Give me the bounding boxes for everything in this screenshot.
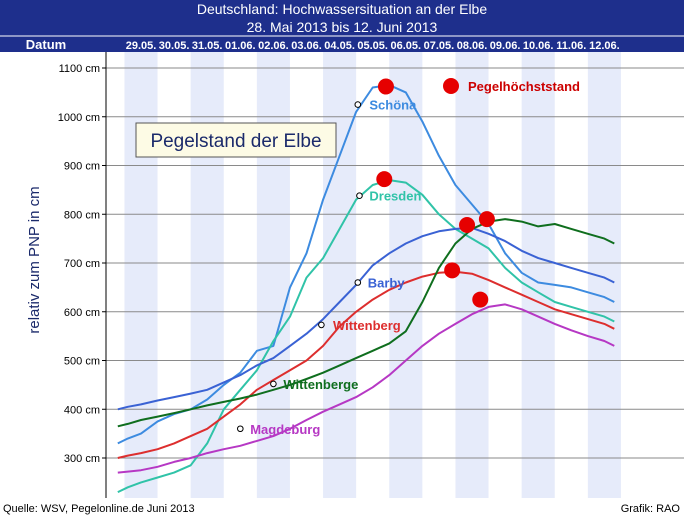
peak-marker — [472, 291, 489, 308]
day-band — [190, 52, 224, 498]
y-ticks: 300 cm 400 cm 500 cm 600 cm 700 cm 800 cm 900 … — [58, 63, 106, 465]
y-tick-label: 700 cm — [64, 258, 100, 270]
footer-source: Quelle: WSV, Pegelonline.de Juni 2013 — [3, 503, 195, 515]
peak-marker — [444, 262, 461, 279]
y-tick-label: 600 cm — [64, 307, 100, 319]
series-lines — [117, 84, 615, 494]
peak-legend-label: Pegelhöchststand — [468, 79, 580, 94]
y-tick-label: 900 cm — [64, 161, 100, 173]
peak-marker — [478, 211, 495, 228]
y-tick-label: 1000 cm — [58, 112, 100, 124]
series-point-dresden — [356, 192, 363, 200]
series-label-wittenberge: Wittenberge — [283, 377, 358, 392]
y-tick-label: 400 cm — [64, 404, 100, 416]
x-tick-label: 03.06. — [291, 40, 322, 52]
chart-title: Pegelstand der Elbe — [150, 131, 321, 152]
header-subtitle-bar — [0, 18, 684, 36]
date-axis-bar — [0, 36, 684, 52]
series-label-magdeburg: Magdeburg — [250, 422, 320, 437]
peak-legend-marker — [443, 78, 459, 94]
x-tick-label: 04.05. — [324, 40, 355, 52]
x-tick-label: 01.06. — [225, 40, 256, 52]
footer-bar — [0, 498, 684, 516]
series-line-barby — [117, 226, 615, 411]
chart-header-subtitle: 28. Mai 2013 bis 12. Juni 2013 — [247, 19, 438, 35]
series-label-barby: Barby — [368, 276, 406, 291]
x-tick-label: 31.05. — [192, 40, 223, 52]
y-axis-label: relativ zum PNP in cm — [26, 186, 43, 333]
series-label-dresden: Dresden — [369, 189, 421, 204]
day-band — [455, 52, 489, 498]
series-line-dresden — [117, 179, 615, 494]
series-point-schna — [354, 101, 362, 108]
x-tick-label: 05.05. — [357, 40, 388, 52]
series-line-magdeburg — [117, 303, 615, 474]
x-tick-label: 09.06. — [490, 40, 521, 52]
gridlines — [106, 67, 684, 459]
day-band — [389, 52, 423, 498]
series-point-magdeburg — [237, 425, 244, 433]
x-tick-label: 11.06. — [556, 40, 586, 52]
header-title-bar — [0, 0, 684, 18]
y-tick-label: 1100 cm — [59, 63, 100, 75]
series-line-wittenberg — [117, 270, 615, 459]
y-tick-label: 500 cm — [64, 356, 100, 368]
peak-markers — [376, 78, 495, 308]
x-tick-label: 29.05. — [126, 40, 157, 52]
series-point-wittenberge — [270, 380, 277, 388]
date-ticks: 29.05. 30.05. 31.05. 01.06. 02.06. 03.06. 04.0… — [126, 40, 620, 52]
x-tick-label: 02.06. — [258, 40, 289, 52]
series-label-schna: Schöna — [369, 98, 417, 113]
chart-header-title: Deutschland: Hochwassersituation an der … — [197, 1, 487, 17]
footer-credit: Grafik: RAO — [621, 503, 681, 515]
date-axis-label: Datum — [26, 37, 66, 52]
series-line-wittenberge — [117, 218, 615, 428]
x-tick-label: 08.06. — [457, 40, 488, 52]
series-labels: Schöna Dresden Barby Wittenberg Wittenberge M… — [237, 98, 421, 437]
x-tick-label: 12.06. — [589, 40, 620, 52]
y-tick-label: 300 cm — [64, 453, 100, 465]
chart-title-box — [135, 122, 337, 158]
day-band — [124, 52, 158, 498]
series-point-barby — [354, 279, 362, 286]
series-label-wittenberg: Wittenberg — [333, 318, 401, 333]
peak-marker — [459, 216, 476, 233]
peak-marker — [376, 171, 393, 188]
x-tick-label: 06.05. — [391, 40, 422, 52]
peak-marker — [377, 78, 394, 95]
x-tick-label: 10.06. — [523, 40, 554, 52]
series-point-wittenberg — [318, 321, 325, 329]
x-tick-label: 07.05. — [424, 40, 455, 52]
y-tick-label: 800 cm — [64, 209, 100, 221]
day-band — [323, 52, 357, 498]
x-tick-label: 30.05. — [159, 40, 190, 52]
